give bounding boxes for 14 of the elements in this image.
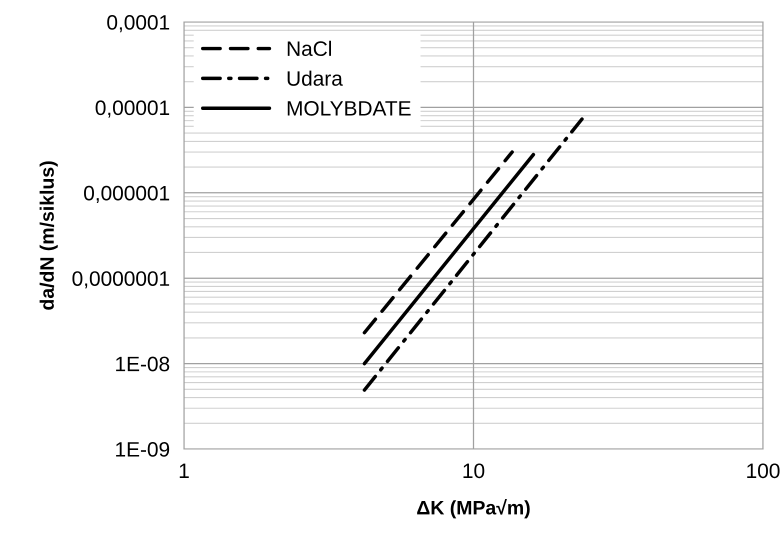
y-tick-label: 1E-08 — [116, 356, 170, 372]
legend-label: Udara — [288, 70, 343, 86]
y-tick-label: 0,0001 — [107, 15, 170, 32]
x-axis-title: ΔK (MPa√m) — [417, 498, 530, 518]
y-tick-label: 0,00001 — [96, 100, 170, 118]
y-tick-label: 0,0000001 — [72, 271, 170, 288]
legend-label: NaCl — [288, 40, 331, 56]
x-tick-label: 1 — [180, 464, 189, 478]
y-tick-label: 1E-09 — [116, 442, 170, 457]
x-tick-label: 10 — [464, 463, 484, 478]
legend-label: MOLYBDATE — [288, 100, 411, 116]
x-tick-label: 100 — [747, 463, 780, 478]
y-tick-label: 0,000001 — [84, 186, 170, 204]
y-axis-title: da/dN (m/siklus) — [40, 161, 58, 310]
